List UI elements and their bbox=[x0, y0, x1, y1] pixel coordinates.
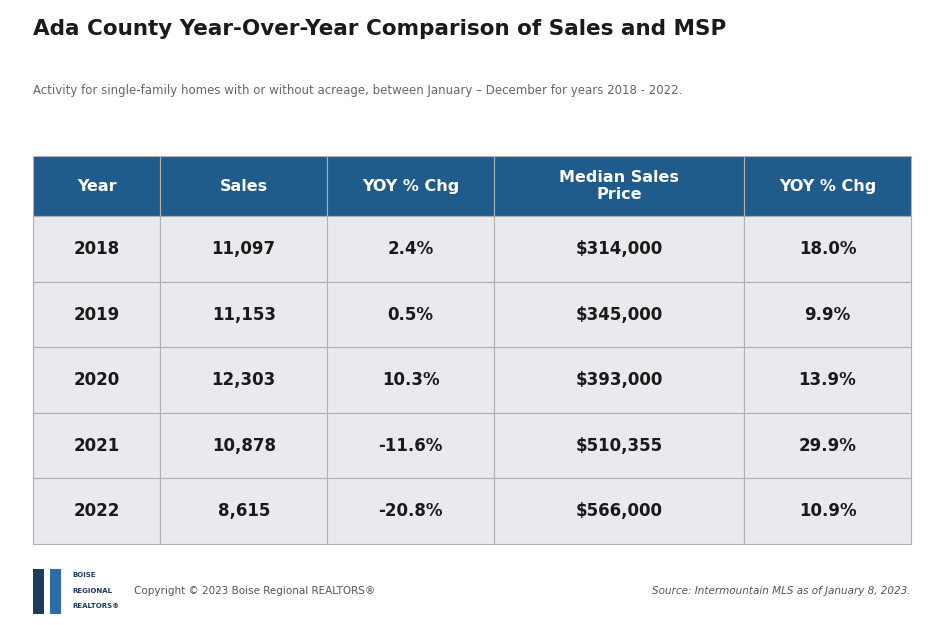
Bar bbox=[494, 156, 744, 216]
Bar bbox=[160, 216, 328, 282]
Text: Activity for single-family homes with or without acreage, between January – Dece: Activity for single-family homes with or… bbox=[33, 84, 683, 97]
Bar bbox=[33, 216, 160, 282]
Text: -20.8%: -20.8% bbox=[379, 502, 443, 520]
Bar bbox=[494, 412, 744, 478]
Text: 11,097: 11,097 bbox=[211, 240, 276, 258]
Text: -11.6%: -11.6% bbox=[379, 436, 443, 454]
Bar bbox=[744, 478, 911, 544]
Text: Copyright © 2023 Boise Regional REALTORS®: Copyright © 2023 Boise Regional REALTORS… bbox=[134, 586, 375, 596]
Text: YOY % Chg: YOY % Chg bbox=[362, 179, 459, 194]
Bar bbox=[328, 412, 494, 478]
FancyBboxPatch shape bbox=[50, 569, 61, 614]
Text: $345,000: $345,000 bbox=[576, 306, 663, 324]
Text: 2.4%: 2.4% bbox=[387, 240, 433, 258]
Bar bbox=[494, 216, 744, 282]
Text: REGIONAL: REGIONAL bbox=[73, 588, 112, 594]
Text: 8,615: 8,615 bbox=[217, 502, 270, 520]
Text: $566,000: $566,000 bbox=[576, 502, 663, 520]
Bar bbox=[33, 348, 160, 413]
Bar bbox=[328, 156, 494, 216]
Text: 12,303: 12,303 bbox=[211, 371, 276, 389]
Text: 2018: 2018 bbox=[74, 240, 120, 258]
Bar bbox=[33, 156, 160, 216]
Text: YOY % Chg: YOY % Chg bbox=[779, 179, 876, 194]
Text: 29.9%: 29.9% bbox=[799, 436, 856, 454]
Text: REALTORS®: REALTORS® bbox=[73, 603, 120, 609]
Bar bbox=[160, 348, 328, 413]
Text: 0.5%: 0.5% bbox=[388, 306, 433, 324]
Text: Sales: Sales bbox=[220, 179, 268, 194]
Bar bbox=[494, 282, 744, 348]
Text: 2022: 2022 bbox=[74, 502, 120, 520]
Text: Ada County Year-Over-Year Comparison of Sales and MSP: Ada County Year-Over-Year Comparison of … bbox=[33, 19, 726, 39]
Text: 13.9%: 13.9% bbox=[799, 371, 856, 389]
Text: 10.9%: 10.9% bbox=[799, 502, 856, 520]
Bar bbox=[744, 156, 911, 216]
Bar bbox=[328, 282, 494, 348]
Bar bbox=[160, 156, 328, 216]
Bar bbox=[328, 348, 494, 413]
Bar bbox=[33, 282, 160, 348]
Bar bbox=[328, 478, 494, 544]
Text: $393,000: $393,000 bbox=[575, 371, 663, 389]
Text: 10.3%: 10.3% bbox=[381, 371, 439, 389]
Text: 10,878: 10,878 bbox=[211, 436, 276, 454]
Bar bbox=[744, 348, 911, 413]
Text: 11,153: 11,153 bbox=[211, 306, 276, 324]
Text: 2020: 2020 bbox=[74, 371, 120, 389]
Bar bbox=[33, 478, 160, 544]
FancyBboxPatch shape bbox=[33, 569, 44, 614]
Text: $510,355: $510,355 bbox=[576, 436, 663, 454]
Bar bbox=[744, 412, 911, 478]
Text: $314,000: $314,000 bbox=[576, 240, 663, 258]
Bar bbox=[494, 348, 744, 413]
Bar bbox=[160, 282, 328, 348]
Bar bbox=[160, 478, 328, 544]
Text: 2019: 2019 bbox=[74, 306, 120, 324]
Text: Median Sales
Price: Median Sales Price bbox=[559, 170, 679, 202]
Text: Year: Year bbox=[76, 179, 116, 194]
Bar bbox=[160, 412, 328, 478]
Text: 2021: 2021 bbox=[74, 436, 120, 454]
Bar bbox=[33, 412, 160, 478]
Bar bbox=[494, 478, 744, 544]
Text: 18.0%: 18.0% bbox=[799, 240, 856, 258]
Bar bbox=[744, 282, 911, 348]
Text: Source: Intermountain MLS as of January 8, 2023.: Source: Intermountain MLS as of January … bbox=[652, 586, 911, 596]
Bar bbox=[328, 216, 494, 282]
Text: BOISE: BOISE bbox=[73, 572, 96, 578]
Bar bbox=[744, 216, 911, 282]
Text: 9.9%: 9.9% bbox=[804, 306, 851, 324]
